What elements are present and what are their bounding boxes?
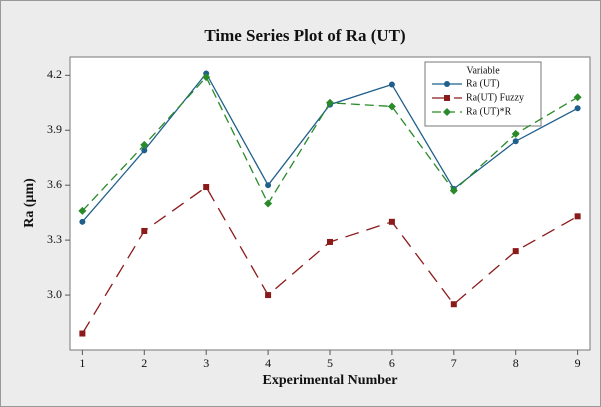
marker xyxy=(79,330,86,337)
legend: Variable Ra (UT) Ra(UT) Fuzzy Ra (UT)*R xyxy=(424,61,542,127)
legend-marker xyxy=(444,95,450,101)
legend-title: Variable xyxy=(466,65,500,76)
marker xyxy=(574,213,581,220)
marker xyxy=(512,248,519,255)
marker xyxy=(326,98,334,107)
marker xyxy=(265,292,272,299)
x-tick-label: 6 xyxy=(389,356,395,370)
marker xyxy=(574,105,581,112)
marker xyxy=(327,238,333,245)
marker xyxy=(573,93,582,102)
marker xyxy=(264,199,273,208)
y-axis-label: Ra (μm) xyxy=(22,178,37,228)
legend-label: Ra(UT) Fuzzy xyxy=(466,92,524,103)
x-tick-label: 5 xyxy=(327,356,333,370)
y-tick-label: 3.6 xyxy=(47,177,62,191)
x-tick-label: 7 xyxy=(451,356,457,370)
marker xyxy=(449,186,458,195)
marker xyxy=(140,140,149,149)
marker xyxy=(387,102,396,111)
marker xyxy=(79,218,86,225)
x-tick-label: 9 xyxy=(575,356,581,370)
marker xyxy=(141,147,148,154)
y-tick-label: 4.2 xyxy=(47,67,62,81)
marker xyxy=(203,184,210,191)
marker xyxy=(388,81,395,88)
legend-label: Ra (UT)*R xyxy=(466,106,512,117)
marker xyxy=(512,138,519,145)
legend-box xyxy=(424,61,542,127)
marker xyxy=(265,182,272,189)
legend-marker xyxy=(444,81,450,87)
marker xyxy=(511,129,520,138)
legend-marker xyxy=(443,108,451,116)
marker xyxy=(141,227,148,234)
x-axis-label: Experimental Number xyxy=(263,373,398,388)
x-tick-label: 2 xyxy=(141,356,147,370)
marker xyxy=(202,73,211,82)
x-tick-label: 4 xyxy=(265,356,271,370)
legend-label: Ra (UT) xyxy=(466,78,500,89)
marker xyxy=(450,301,457,308)
x-tick-label: 3 xyxy=(203,356,209,370)
marker xyxy=(78,206,87,215)
chart-title: Time Series Plot of Ra (UT) xyxy=(204,26,405,45)
y-tick-label: 3.0 xyxy=(47,287,62,301)
marker xyxy=(388,218,395,225)
y-tick-label: 3.9 xyxy=(47,122,62,136)
x-tick-label: 1 xyxy=(79,356,85,370)
x-tick-label: 8 xyxy=(513,356,519,370)
y-tick-label: 3.3 xyxy=(47,232,62,246)
